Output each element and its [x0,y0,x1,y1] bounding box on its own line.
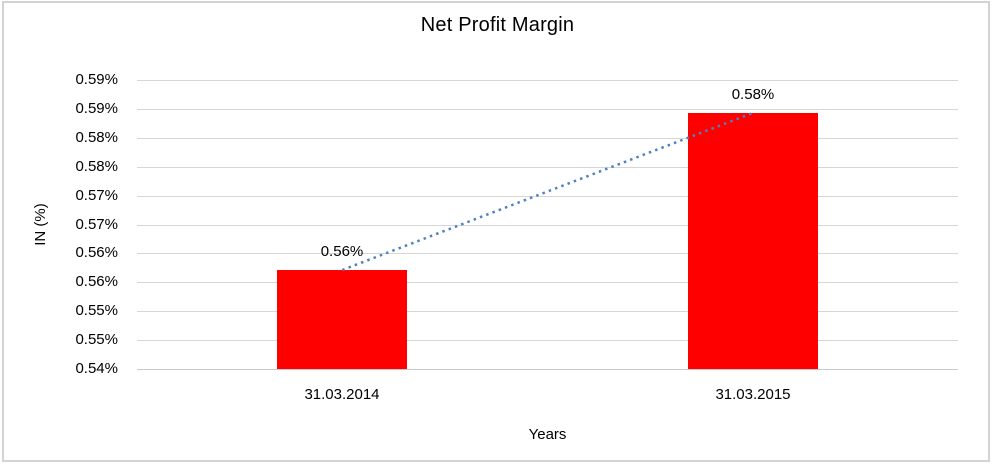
category-label: 31.03.2015 [715,386,791,403]
gridline [137,80,958,81]
bar-31.03.2014[interactable] [277,270,407,369]
y-tick-label: 0.56% [75,244,118,261]
y-tick-label: 0.59% [75,71,118,88]
gridline [137,282,958,283]
y-tick-label: 0.59% [75,100,118,117]
chart-title[interactable]: Net Profit Margin [420,14,575,36]
category-label: 31.03.2014 [304,386,380,403]
bar-data-label: 0.58% [731,86,775,103]
gridline [137,196,958,197]
y-axis-tick-labels: 0.59% 0.59% 0.58% 0.58% 0.57% 0.57% 0.56% 0.56%… [0,71,118,377]
plot-area[interactable] [137,80,958,370]
trendline[interactable] [137,80,958,369]
gridline [137,138,958,139]
y-tick-label: 0.58% [75,129,118,146]
y-tick-label: 0.54% [75,360,118,377]
y-tick-label: 0.57% [75,187,118,204]
gridline [137,167,958,168]
y-tick-label: 0.55% [75,302,118,319]
y-tick-label: 0.57% [75,216,118,233]
bar-31.03.2015[interactable] [688,113,818,369]
trendline-segment [341,111,754,272]
bar-data-label: 0.56% [320,243,364,260]
x-axis-line [137,369,958,370]
gridline [137,253,958,254]
gridline [137,225,958,226]
y-tick-label: 0.58% [75,158,118,175]
x-axis-title: Years [528,426,567,443]
gridline [137,311,958,312]
y-tick-label: 0.55% [75,331,118,348]
gridline [137,109,958,110]
y-tick-label: 0.56% [75,273,118,290]
gridline [137,340,958,341]
